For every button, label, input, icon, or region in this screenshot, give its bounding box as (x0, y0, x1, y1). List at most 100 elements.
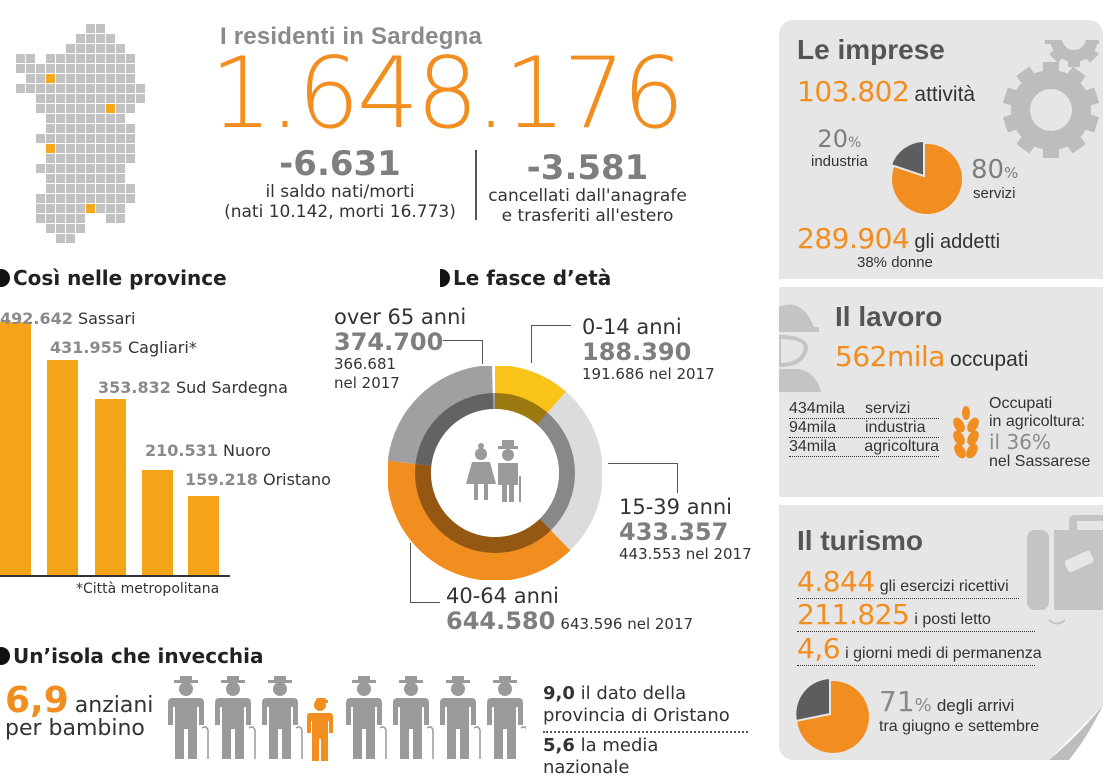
elderly-person-icon (393, 676, 434, 759)
bullet-icon (440, 269, 450, 287)
map-cell (86, 124, 95, 133)
child-icon (307, 698, 333, 761)
map-cell (36, 94, 45, 103)
map-cell (76, 164, 85, 173)
map-cell (106, 184, 115, 193)
map-cell (86, 64, 95, 73)
balance-detail: (nati 10.142, morti 16.773) (224, 202, 456, 222)
activities-count: 103.802 attività (797, 75, 976, 108)
industry-share: 20% industria (811, 125, 868, 170)
map-cell (126, 104, 135, 113)
map-cell-highlight (46, 144, 55, 153)
map-cell (46, 134, 55, 143)
map-cell (46, 184, 55, 193)
emigration-stat: -3.581 cancellati dall'anagrafe e trasfe… (480, 150, 695, 226)
map-cell (36, 74, 45, 83)
divider (475, 150, 477, 220)
map-cell (36, 164, 45, 173)
x-axis (0, 575, 230, 577)
map-cell (56, 174, 65, 183)
map-cell (106, 44, 115, 53)
map-cell (96, 204, 105, 213)
map-cell (116, 54, 125, 63)
map-cell (66, 164, 75, 173)
label-sassari: 492.642 Sassari (0, 309, 136, 328)
aging-heading: Un’isola che invecchia (0, 644, 264, 668)
map-cell (36, 214, 45, 223)
business-pie-chart (889, 139, 962, 214)
provinces-heading: Così nelle province (0, 266, 227, 290)
map-cell (76, 54, 85, 63)
map-cell (96, 54, 105, 63)
map-cell (66, 104, 75, 113)
bar-sassari (0, 322, 31, 575)
map-cell (76, 214, 85, 223)
bar-sud-sardegna (95, 399, 126, 575)
map-cell (126, 194, 135, 203)
sector-row: 34mila agricoltura (789, 438, 939, 457)
page-curl (1049, 705, 1103, 760)
map-cell (76, 64, 85, 73)
leader-15-39 (608, 463, 678, 493)
map-cell (116, 74, 125, 83)
map-cell (86, 184, 95, 193)
population-total: 1.648.176 (210, 37, 685, 151)
sector-row: 434mila servizi (789, 400, 939, 419)
label-oristano: 159.218 Oristano (185, 470, 331, 489)
balance-value: -6.631 (279, 144, 401, 184)
map-cell (96, 24, 105, 33)
residents-title: I residenti in Sardegna (220, 23, 483, 50)
map-cell (56, 194, 65, 203)
map-cell (86, 74, 95, 83)
age-group-15-39: 15-39 anni 433.357 443.553 nel 2017 (619, 495, 752, 563)
map-cell (66, 144, 75, 153)
map-cell (116, 124, 125, 133)
map-cell (56, 134, 65, 143)
wheat-icon (953, 406, 979, 459)
label-sud-sardegna: 353.832 Sud Sardegna (98, 378, 288, 397)
map-cell (46, 104, 55, 113)
map-cell (16, 64, 25, 73)
map-cell (106, 84, 115, 93)
map-cell (96, 194, 105, 203)
map-cell (26, 74, 35, 83)
map-cell (76, 34, 85, 43)
tourism-panel: Il turismo 4.844 gli esercizi ricettivi … (779, 505, 1103, 760)
map-cell (66, 114, 75, 123)
elderly-person-icon (215, 676, 256, 759)
map-cell (46, 174, 55, 183)
map-cell (56, 224, 65, 233)
map-cell (76, 224, 85, 233)
labor-title: Il lavoro (835, 301, 943, 332)
map-cell (66, 204, 75, 213)
map-cell (46, 114, 55, 123)
map-cell (86, 114, 95, 123)
map-cell (76, 204, 85, 213)
map-cell (116, 94, 125, 103)
emigration-label: cancellati dall'anagrafe (488, 186, 687, 206)
map-cell (86, 54, 95, 63)
map-cell (66, 194, 75, 203)
map-cell (36, 84, 45, 93)
map-cell (36, 134, 45, 143)
map-cell (126, 74, 135, 83)
age-group-40-64: 40-64 anni 644.580 643.596 nel 2017 (446, 584, 694, 635)
map-cell (36, 194, 45, 203)
map-cell (106, 164, 115, 173)
map-cell (116, 164, 125, 173)
map-cell (106, 204, 115, 213)
map-cell (46, 94, 55, 103)
map-cell (66, 124, 75, 133)
women-share: 38% donne (857, 254, 933, 271)
map-cell (86, 94, 95, 103)
map-cell (56, 104, 65, 113)
map-cell (36, 104, 45, 113)
map-cell (26, 54, 35, 63)
map-cell (96, 134, 105, 143)
map-cell (96, 144, 105, 153)
map-cell (86, 44, 95, 53)
map-cell (106, 74, 115, 83)
map-cell (66, 154, 75, 163)
tourism-row: 4,6 i giorni medi di permanenza (797, 632, 1042, 666)
leader-over65 (443, 340, 483, 364)
